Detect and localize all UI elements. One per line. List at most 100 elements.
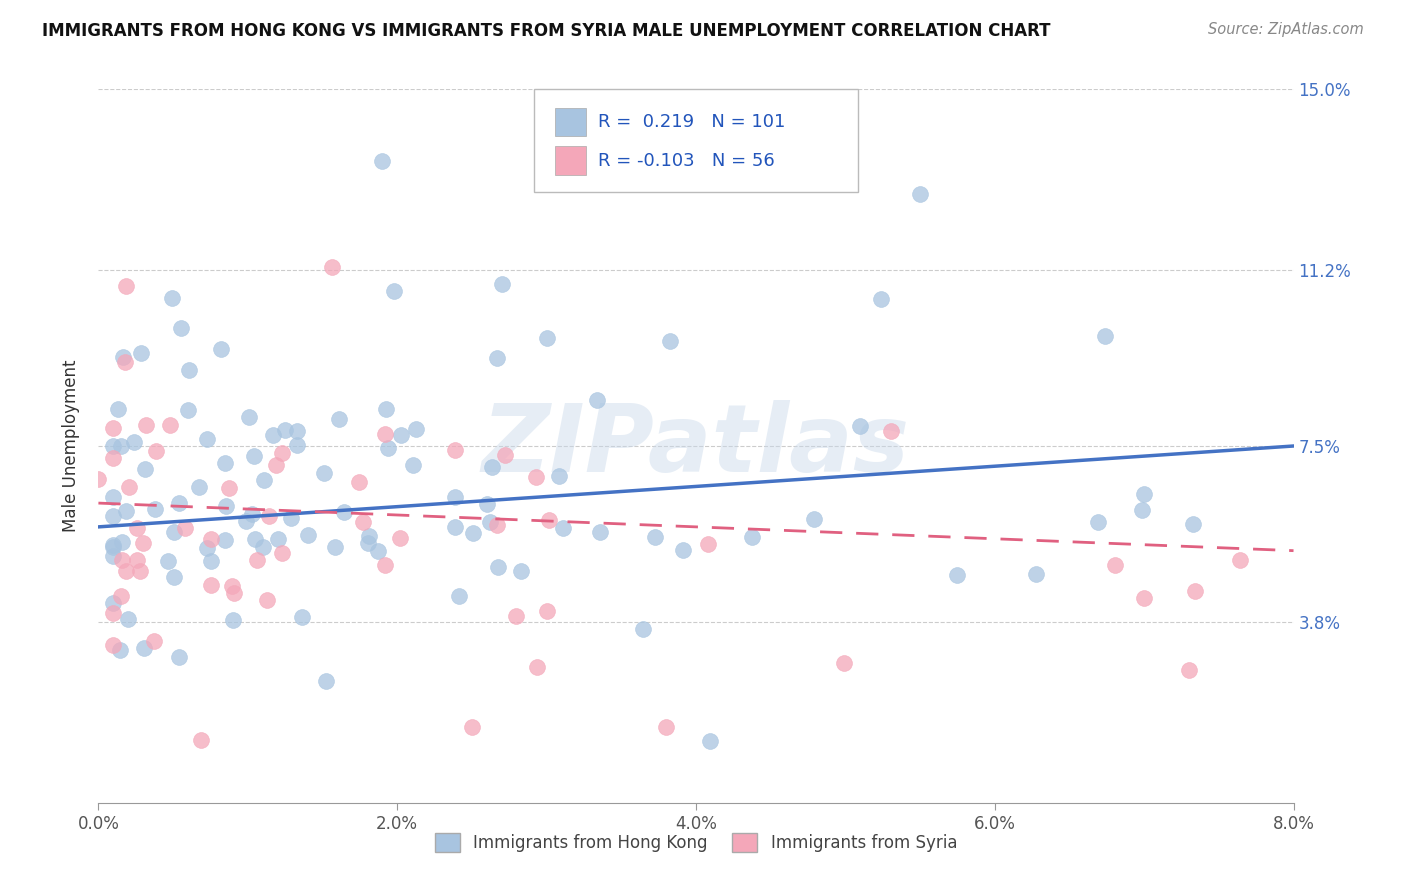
Point [478, 515, 501, 529]
Point [685, 168, 707, 182]
Point [160, 291, 183, 305]
Text: ZIPatlas: ZIPatlas [482, 400, 910, 492]
Point [537, 513, 560, 527]
Point [312, 466, 335, 480]
Point [135, 417, 157, 432]
Point [240, 507, 263, 521]
Point [103, 509, 125, 524]
Point [357, 536, 380, 550]
Point [103, 606, 125, 620]
Point [352, 515, 374, 529]
Point [655, 720, 678, 734]
Point [447, 589, 470, 603]
Point [224, 586, 246, 600]
Point [173, 521, 195, 535]
Point [264, 458, 287, 473]
Point [491, 277, 513, 292]
Point [1229, 553, 1251, 567]
Point [280, 510, 302, 524]
Point [526, 660, 548, 674]
Point [256, 593, 278, 607]
Point [526, 470, 548, 484]
Point [551, 521, 574, 535]
Point [114, 278, 136, 293]
Point [114, 504, 136, 518]
Text: R = -0.103   N = 56: R = -0.103 N = 56 [598, 152, 775, 169]
Point [257, 508, 280, 523]
Point [200, 532, 222, 546]
Legend: Immigrants from Hong Kong, Immigrants from Syria: Immigrants from Hong Kong, Immigrants fr… [427, 827, 965, 859]
Point [486, 518, 509, 533]
Point [252, 541, 274, 555]
Point [321, 260, 343, 274]
Point [238, 410, 260, 425]
Point [880, 424, 903, 438]
Point [589, 524, 612, 539]
Point [834, 656, 856, 670]
Point [103, 596, 125, 610]
Point [371, 153, 394, 168]
Point [374, 558, 396, 572]
Point [697, 537, 720, 551]
Point [145, 444, 167, 458]
Text: Source: ZipAtlas.com: Source: ZipAtlas.com [1208, 22, 1364, 37]
Point [389, 532, 412, 546]
Point [658, 334, 681, 348]
Point [461, 720, 484, 734]
Point [908, 186, 931, 201]
Point [110, 643, 132, 657]
Point [367, 544, 389, 558]
Point [177, 362, 200, 376]
Point [103, 549, 125, 563]
Point [475, 497, 498, 511]
Point [945, 567, 967, 582]
Point [143, 502, 166, 516]
Point [110, 439, 132, 453]
Point [103, 439, 125, 453]
Point [169, 650, 191, 665]
Point [128, 564, 150, 578]
Point [143, 633, 166, 648]
Point [209, 342, 232, 356]
Point [190, 732, 212, 747]
Point [156, 554, 179, 568]
Point [443, 490, 465, 504]
Point [262, 428, 284, 442]
Point [741, 530, 763, 544]
Point [87, 472, 110, 486]
Point [167, 496, 190, 510]
Point [1025, 566, 1047, 581]
Point [214, 456, 236, 470]
Point [111, 535, 134, 549]
Point [117, 612, 139, 626]
Point [1104, 558, 1126, 573]
Point [111, 553, 134, 567]
Point [848, 419, 870, 434]
Point [328, 412, 350, 426]
Point [291, 610, 314, 624]
Point [114, 564, 136, 578]
Point [285, 425, 308, 439]
Point [221, 579, 243, 593]
Point [357, 528, 380, 542]
Point [215, 499, 238, 513]
Point [1133, 486, 1156, 500]
Point [672, 543, 695, 558]
Text: IMMIGRANTS FROM HONG KONG VS IMMIGRANTS FROM SYRIA MALE UNEMPLOYMENT CORRELATION: IMMIGRANTS FROM HONG KONG VS IMMIGRANTS … [42, 22, 1050, 40]
Point [274, 423, 297, 437]
Point [536, 331, 558, 345]
Point [333, 505, 356, 519]
Point [505, 608, 527, 623]
Point [644, 530, 666, 544]
Point [402, 458, 425, 472]
Point [170, 321, 193, 335]
Point [1130, 502, 1153, 516]
Point [494, 448, 516, 462]
Point [103, 421, 125, 435]
Point [1184, 584, 1206, 599]
Point [132, 536, 155, 550]
Point [159, 417, 181, 432]
Y-axis label: Male Unemployment: Male Unemployment [62, 359, 80, 533]
Point [699, 733, 721, 747]
Point [382, 284, 405, 298]
